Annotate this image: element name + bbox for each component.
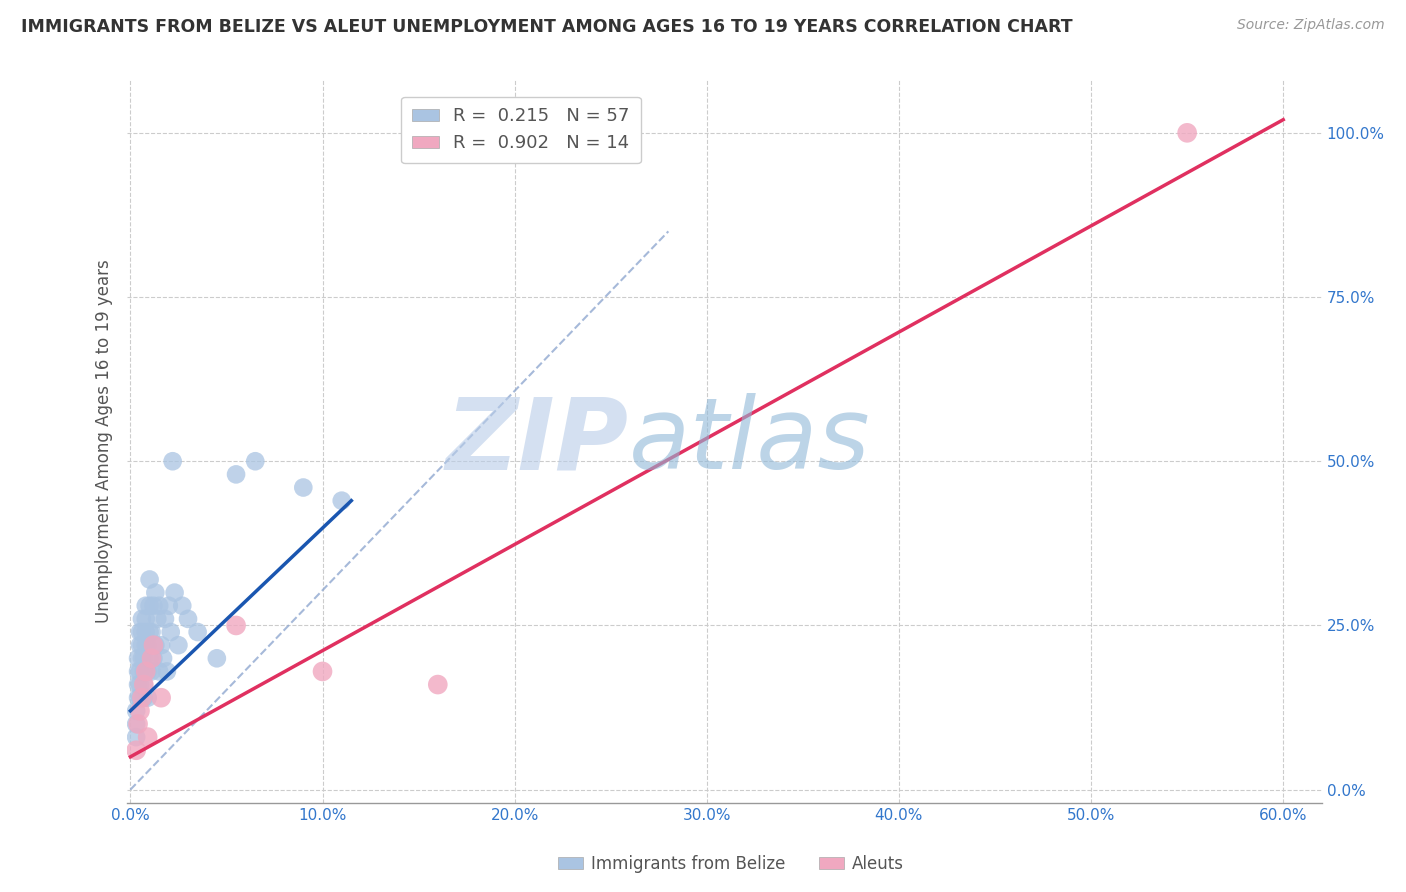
Point <box>125 704 148 718</box>
Point <box>426 677 449 691</box>
Point <box>143 638 166 652</box>
Point <box>129 704 152 718</box>
Point <box>125 743 148 757</box>
Point <box>132 677 155 691</box>
Point <box>146 612 169 626</box>
Point <box>136 665 159 679</box>
Point <box>330 493 353 508</box>
Point <box>177 612 200 626</box>
Point <box>138 599 160 613</box>
Point <box>225 618 247 632</box>
Point <box>142 638 165 652</box>
Point <box>141 665 163 679</box>
Text: Source: ZipAtlas.com: Source: ZipAtlas.com <box>1237 18 1385 32</box>
Point <box>205 651 228 665</box>
Text: IMMIGRANTS FROM BELIZE VS ALEUT UNEMPLOYMENT AMONG AGES 16 TO 19 YEARS CORRELATI: IMMIGRANTS FROM BELIZE VS ALEUT UNEMPLOY… <box>21 18 1073 36</box>
Point <box>225 467 247 482</box>
Point <box>138 573 160 587</box>
Text: atlas: atlas <box>628 393 870 490</box>
Point <box>136 690 159 705</box>
Legend: Immigrants from Belize, Aleuts: Immigrants from Belize, Aleuts <box>551 848 911 880</box>
Point <box>125 730 148 744</box>
Point <box>148 665 170 679</box>
Point <box>125 717 148 731</box>
Point <box>141 651 163 665</box>
Point <box>150 638 173 652</box>
Point <box>136 730 159 744</box>
Point <box>131 625 153 640</box>
Point <box>142 651 165 665</box>
Point <box>311 665 333 679</box>
Point <box>148 599 170 613</box>
Y-axis label: Unemployment Among Ages 16 to 19 years: Unemployment Among Ages 16 to 19 years <box>94 260 112 624</box>
Point <box>157 599 180 613</box>
Point <box>132 677 155 691</box>
Point <box>129 677 152 691</box>
Point <box>127 665 149 679</box>
Point <box>135 599 157 613</box>
Point <box>135 612 157 626</box>
Point <box>132 665 155 679</box>
Point <box>138 651 160 665</box>
Point <box>156 665 179 679</box>
Point <box>136 638 159 652</box>
Point <box>141 625 163 640</box>
Legend: R =  0.215   N = 57, R =  0.902   N = 14: R = 0.215 N = 57, R = 0.902 N = 14 <box>401 96 641 163</box>
Point <box>167 638 190 652</box>
Point <box>127 651 149 665</box>
Point <box>129 625 152 640</box>
Point <box>135 665 157 679</box>
Point <box>127 717 149 731</box>
Point <box>131 612 153 626</box>
Point <box>142 599 165 613</box>
Point <box>131 638 153 652</box>
Point <box>129 665 152 679</box>
Point <box>131 690 153 705</box>
Point <box>163 585 186 599</box>
Point <box>292 481 315 495</box>
Point <box>162 454 184 468</box>
Point <box>172 599 194 613</box>
Point <box>245 454 267 468</box>
Point <box>150 690 173 705</box>
Text: ZIP: ZIP <box>446 393 628 490</box>
Point <box>159 625 181 640</box>
Point <box>152 651 174 665</box>
Point <box>187 625 209 640</box>
Point <box>138 625 160 640</box>
Point <box>135 638 157 652</box>
Point <box>129 638 152 652</box>
Point <box>132 651 155 665</box>
Point <box>135 625 157 640</box>
Point <box>143 585 166 599</box>
Point <box>131 651 153 665</box>
Point <box>1175 126 1198 140</box>
Point <box>127 690 149 705</box>
Point <box>132 690 155 705</box>
Point <box>129 690 152 705</box>
Point <box>153 612 176 626</box>
Point <box>127 677 149 691</box>
